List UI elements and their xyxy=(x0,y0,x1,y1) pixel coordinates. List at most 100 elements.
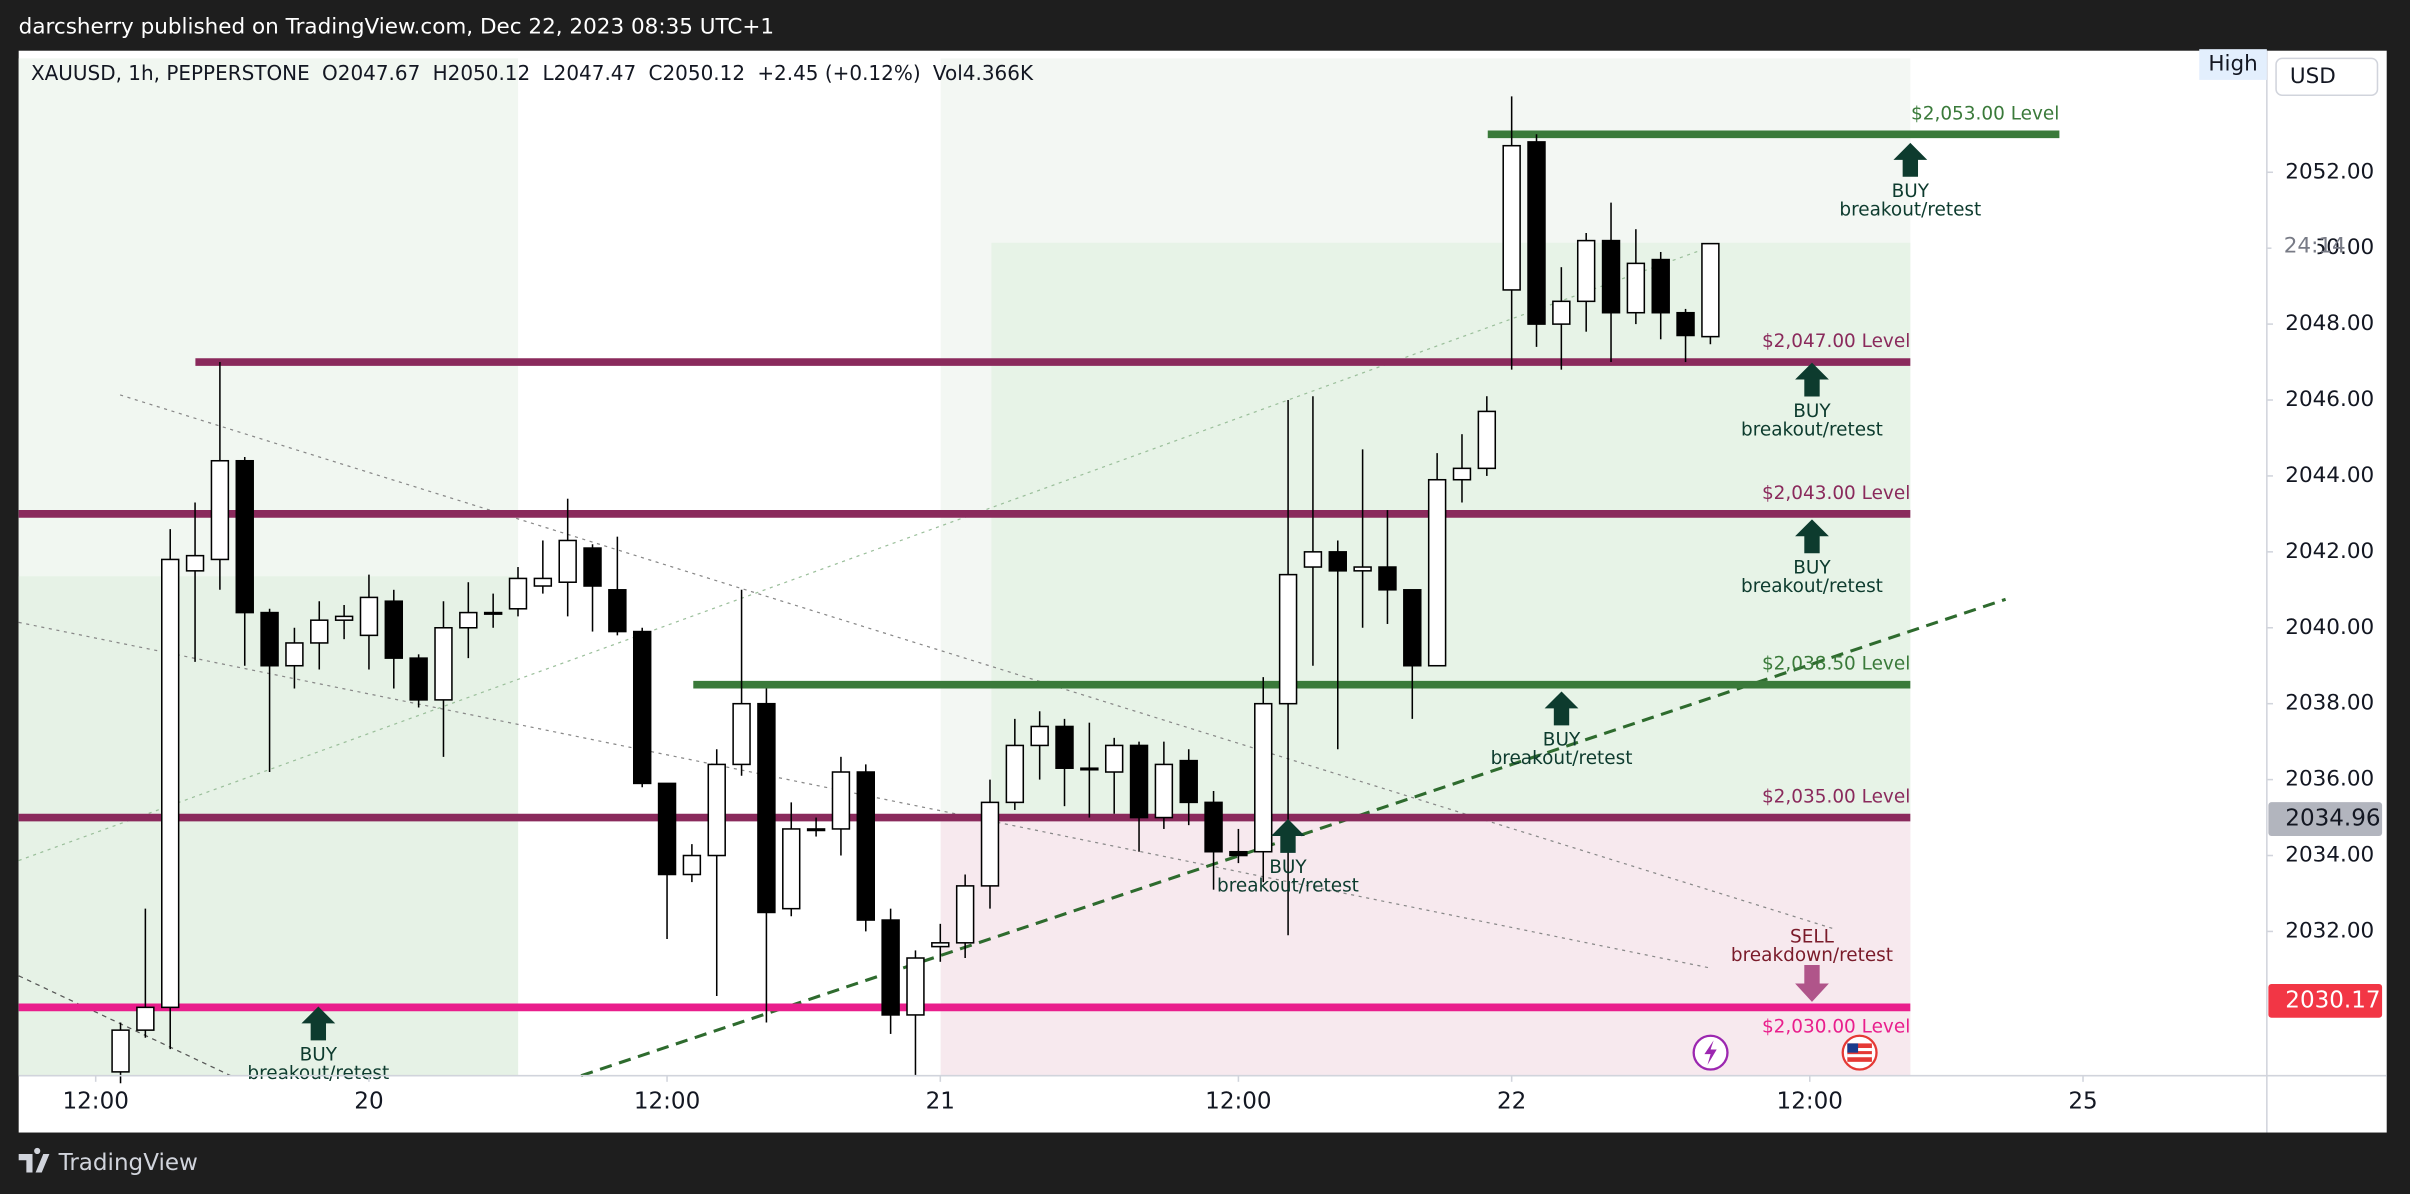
candle-body xyxy=(657,782,677,876)
price-tag-label: 2034.96 xyxy=(2285,806,2380,832)
currency[interactable]: USD xyxy=(2290,64,2336,89)
candle-body xyxy=(955,885,975,944)
candle-body xyxy=(285,642,304,667)
y-tick-label: 2032.00 xyxy=(2285,918,2374,943)
candle-body xyxy=(1626,262,1646,314)
candle-body xyxy=(1502,144,1521,291)
axes: 2032.00 2034.00 2036.00 2038.00 2040.00 2042.… xyxy=(62,159,2383,1114)
candle-body xyxy=(434,626,453,701)
y-tick-label: 2038.00 xyxy=(2285,691,2374,716)
level-label: $2,047.00 Level xyxy=(1762,331,1910,352)
candle-body xyxy=(1701,242,1720,338)
brand: TradingView xyxy=(58,1150,198,1176)
signal-note: breakout/retest xyxy=(1491,748,1633,769)
legend: XAUUSD, 1h, PEPPERSTONE O2047.67 H2050.12 L… xyxy=(31,60,1034,84)
signal-note: breakout/retest xyxy=(247,1063,389,1084)
legend-item: +2.45 (+0.12%) xyxy=(757,60,920,84)
signal: BUY xyxy=(300,1045,338,1066)
y-tick-label: 2048.00 xyxy=(2285,311,2374,336)
trend-line xyxy=(18,975,232,1077)
candle-body xyxy=(732,702,751,766)
candle-body xyxy=(235,459,254,614)
candle-body xyxy=(806,828,826,832)
signal-note: breakout/retest xyxy=(1217,876,1359,897)
candle-body xyxy=(210,459,230,561)
candle-body xyxy=(1154,763,1174,819)
candle-body xyxy=(1179,759,1198,804)
candle-body xyxy=(881,919,900,1016)
zone xyxy=(991,242,1911,815)
candle-body xyxy=(1328,551,1347,572)
candle-body xyxy=(682,854,702,876)
candle-body xyxy=(608,589,627,633)
signal: BUY xyxy=(1892,181,1930,202)
logo xyxy=(18,1147,50,1173)
candle-body xyxy=(583,547,602,587)
buy-arrow xyxy=(1271,819,1305,853)
candle-body xyxy=(1204,801,1223,853)
candle-body xyxy=(409,657,428,701)
level-label: $2,038.50 Level xyxy=(1762,654,1910,675)
candle-body xyxy=(1676,311,1695,337)
candle-body xyxy=(384,600,404,659)
candle-body xyxy=(1601,239,1621,314)
y-tick-label: 2042.00 xyxy=(2285,539,2374,564)
y-tick-label: 2036.00 xyxy=(2285,767,2374,792)
candle-body xyxy=(1254,702,1273,853)
legend-item: L2047.47 xyxy=(543,60,637,84)
signal: BUY xyxy=(1793,558,1831,579)
y-tick-label: 2034.00 xyxy=(2285,843,2374,868)
high-tag xyxy=(2199,49,2267,80)
levels: $2,053.00 Level $2,047.00 Level $2,043.00 … xyxy=(18,103,2060,1037)
candle-body xyxy=(1104,744,1124,773)
header: darcsherry published on TradingView.com,… xyxy=(19,15,774,40)
candle-body xyxy=(558,539,577,583)
x-tick-label: 12:00 xyxy=(62,1088,128,1114)
currency-button[interactable] xyxy=(2275,57,2379,97)
candle-body xyxy=(707,763,726,857)
flag-canton xyxy=(1847,1043,1859,1053)
x-tick-label: 12:00 xyxy=(1205,1088,1271,1114)
legend-item: O2047.67 xyxy=(322,60,420,84)
x-tick-label: 22 xyxy=(1497,1088,1526,1114)
candle-body xyxy=(111,1029,130,1073)
countdown: 24:14 xyxy=(2284,234,2346,259)
buy-arrow xyxy=(1893,142,1928,177)
candle-body xyxy=(1427,478,1447,667)
candle-body xyxy=(831,771,851,830)
legend-item: XAUUSD, 1h, PEPPERSTONE xyxy=(31,60,310,84)
candle-body xyxy=(1080,767,1099,771)
signal: SELL xyxy=(1790,926,1835,947)
legend-item: Vol4.366K xyxy=(933,60,1034,84)
candle-body xyxy=(1477,410,1497,470)
y-tick-label: 2040.00 xyxy=(2285,615,2374,640)
candle-body xyxy=(931,942,950,948)
candle-body xyxy=(1651,258,1670,314)
legend-item: H2050.12 xyxy=(433,60,531,84)
candle-body xyxy=(1005,744,1025,804)
price-tag-label: 2030.17 xyxy=(2285,987,2380,1013)
level-label: $2,053.00 Level xyxy=(1911,103,2059,124)
candle-body xyxy=(359,596,379,637)
price-tag xyxy=(2268,983,2383,1018)
price-tag xyxy=(2268,802,2383,836)
buy-arrow xyxy=(1795,519,1829,554)
x-tick-label: 12:00 xyxy=(634,1088,700,1114)
level-label: $2,030.00 Level xyxy=(1762,1016,1910,1037)
signal-note: breakout/retest xyxy=(1741,419,1883,440)
flag-stripe xyxy=(1847,1048,1872,1052)
signal-note: breakdown/retest xyxy=(1731,945,1893,966)
y-tick-label: 2052.00 xyxy=(2285,159,2374,184)
y-tick-label: 2046.00 xyxy=(2285,387,2374,412)
x-tick-label: 21 xyxy=(926,1088,955,1114)
trend-line xyxy=(18,242,1722,862)
candle-body xyxy=(1403,589,1422,667)
candle-body xyxy=(334,615,354,621)
x-tick-label: 20 xyxy=(354,1088,383,1114)
candle-body xyxy=(1353,566,1372,572)
candle-body xyxy=(1055,725,1074,769)
event-icons xyxy=(1692,1034,1878,1071)
footer: TradingView xyxy=(18,1147,198,1176)
candle-body xyxy=(782,828,801,910)
